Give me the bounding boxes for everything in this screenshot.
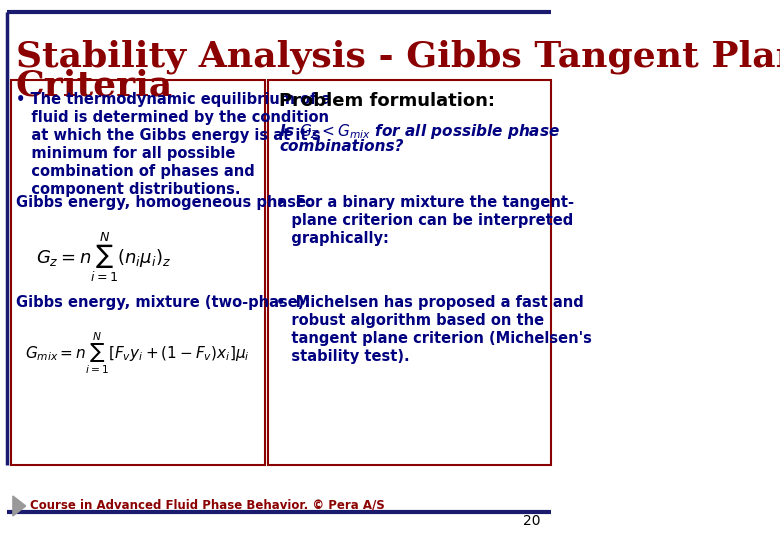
FancyBboxPatch shape — [11, 80, 265, 465]
Text: plane criterion can be interpreted: plane criterion can be interpreted — [275, 213, 573, 228]
Text: Gibbs energy, mixture (two-phase):: Gibbs energy, mixture (two-phase): — [16, 295, 310, 310]
Text: combinations?: combinations? — [279, 139, 404, 154]
Text: Stability Analysis - Gibbs Tangent Plane: Stability Analysis - Gibbs Tangent Plane — [16, 40, 780, 75]
Text: combination of phases and: combination of phases and — [16, 164, 254, 179]
Polygon shape — [13, 496, 26, 516]
Text: Is $G_Z < G_{mix}$ for all possible phase: Is $G_Z < G_{mix}$ for all possible phas… — [279, 122, 560, 141]
Text: •  Michelsen has proposed a fast and: • Michelsen has proposed a fast and — [275, 295, 583, 310]
Text: component distributions.: component distributions. — [16, 182, 240, 197]
Text: Gibbs energy, homogeneous phase:: Gibbs energy, homogeneous phase: — [16, 195, 312, 210]
Text: •  For a binary mixture the tangent-: • For a binary mixture the tangent- — [275, 195, 573, 210]
Text: minimum for all possible: minimum for all possible — [16, 146, 235, 161]
Text: Criteria: Criteria — [16, 68, 173, 102]
Text: fluid is determined by the condition: fluid is determined by the condition — [16, 110, 328, 125]
Text: at which the Gibbs energy is at it's: at which the Gibbs energy is at it's — [16, 128, 321, 143]
Text: stability test).: stability test). — [275, 349, 410, 364]
Text: 20: 20 — [523, 514, 541, 528]
Text: robust algorithm based on the: robust algorithm based on the — [275, 313, 544, 328]
Text: • The thermodynamic equilibrium of a: • The thermodynamic equilibrium of a — [16, 92, 332, 107]
Text: tangent plane criterion (Michelsen's: tangent plane criterion (Michelsen's — [275, 331, 591, 346]
FancyBboxPatch shape — [268, 80, 551, 465]
Text: $G_{mix} = n\sum_{i=1}^{N}[F_v y_i + (1-F_v)x_i]\mu_i$: $G_{mix} = n\sum_{i=1}^{N}[F_v y_i + (1-… — [25, 330, 250, 375]
Text: Course in Advanced Fluid Phase Behavior. © Pera A/S: Course in Advanced Fluid Phase Behavior.… — [30, 498, 385, 511]
Text: graphically:: graphically: — [275, 231, 388, 246]
Text: $G_z = n\sum_{i=1}^{N}(n_i\mu_i)_z$: $G_z = n\sum_{i=1}^{N}(n_i\mu_i)_z$ — [36, 230, 172, 284]
Text: Problem formulation:: Problem formulation: — [279, 92, 495, 110]
